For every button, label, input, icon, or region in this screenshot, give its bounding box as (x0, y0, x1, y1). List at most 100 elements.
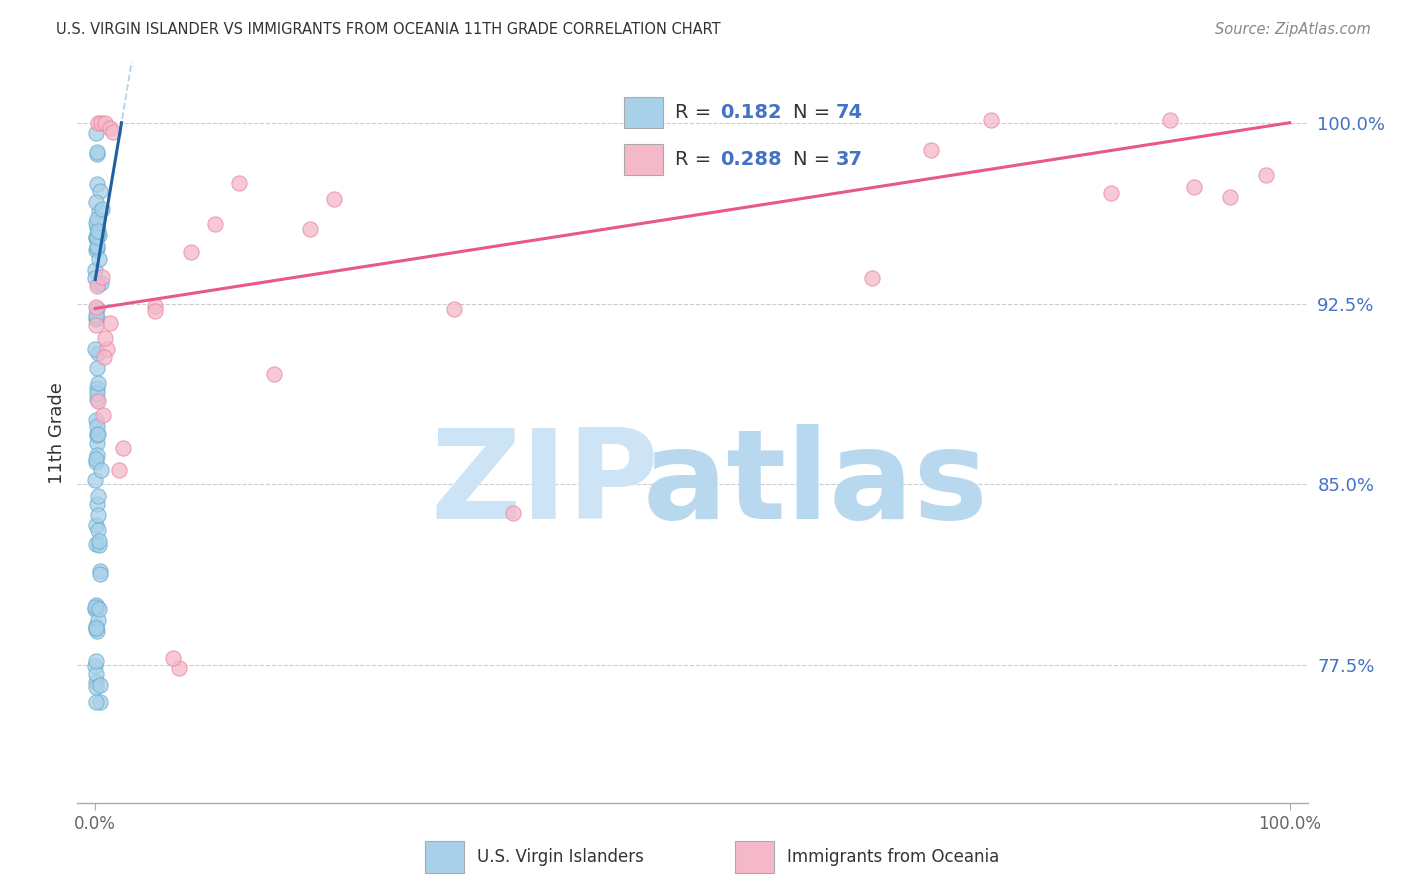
Point (180, 244, 202, 259)
Point (87, 346, 110, 360)
Point (86, 224, 108, 238)
Point (101, 125, 124, 139)
Point (108, 463, 131, 477)
Point (86, 311, 108, 326)
Point (87, 393, 110, 408)
Point (84, 244, 107, 258)
FancyBboxPatch shape (425, 841, 464, 873)
FancyBboxPatch shape (624, 145, 664, 175)
Point (84, 230, 107, 244)
Text: N =: N = (793, 150, 837, 169)
Point (84, 666, 107, 681)
Point (84, 342, 107, 356)
Point (84, 271, 107, 285)
Text: U.S. Virgin Islanders: U.S. Virgin Islanders (477, 848, 644, 866)
Point (86, 426, 108, 441)
Point (323, 192, 346, 206)
Point (86, 178, 108, 192)
Point (89, 567, 111, 582)
Point (96, 343, 118, 357)
Point (86, 497, 108, 511)
Point (89, 184, 111, 198)
Point (86, 239, 108, 253)
Point (86, 599, 108, 614)
Point (86, 448, 108, 462)
Text: Immigrants from Oceania: Immigrants from Oceania (787, 848, 1000, 866)
Point (860, 271, 883, 285)
Text: R =: R = (675, 150, 717, 169)
Point (143, 299, 166, 313)
Point (87, 533, 110, 548)
Point (84, 658, 107, 673)
Point (86, 624, 108, 638)
FancyBboxPatch shape (735, 841, 775, 873)
Point (86, 523, 108, 537)
Point (86, 302, 108, 317)
Text: 0.182: 0.182 (720, 103, 782, 122)
Point (86, 517, 108, 532)
Point (86, 301, 108, 315)
Point (84, 195, 107, 210)
Point (93, 350, 115, 364)
Point (86, 419, 108, 434)
Text: 37: 37 (835, 150, 862, 169)
Point (84, 602, 107, 616)
Point (89, 678, 111, 692)
Point (90, 276, 112, 290)
Point (100, 316, 122, 330)
Text: 0.288: 0.288 (720, 150, 782, 169)
Point (143, 303, 166, 318)
Point (86, 413, 108, 427)
Point (86, 230, 108, 244)
Point (86, 308, 108, 322)
FancyBboxPatch shape (624, 97, 664, 128)
Text: N =: N = (793, 103, 837, 122)
Point (89, 204, 111, 219)
Point (86, 221, 108, 235)
Point (980, 113, 1002, 128)
Point (94, 116, 117, 130)
Point (90, 463, 112, 477)
Point (86, 376, 108, 390)
Point (1254, 169, 1277, 183)
Point (84, 653, 107, 667)
Point (84, 230, 107, 244)
Point (86, 385, 108, 400)
Point (87, 277, 110, 292)
Point (86, 619, 108, 633)
Point (86, 278, 108, 293)
Point (87, 489, 110, 503)
Point (1099, 186, 1122, 200)
Point (87, 426, 110, 441)
Point (167, 661, 190, 675)
Point (84, 126, 107, 140)
Point (502, 507, 524, 521)
Text: Source: ZipAtlas.com: Source: ZipAtlas.com (1215, 22, 1371, 37)
Point (86, 361, 108, 376)
Point (1159, 113, 1181, 128)
Point (86, 435, 108, 450)
Point (263, 368, 285, 382)
Point (87, 508, 110, 523)
Point (86, 211, 108, 226)
Point (86, 598, 108, 612)
Point (87, 538, 110, 552)
Point (91, 270, 114, 285)
Point (228, 176, 250, 190)
Point (84, 455, 107, 469)
Point (1219, 189, 1241, 203)
Point (86, 381, 108, 395)
Point (84, 622, 107, 636)
Point (1182, 179, 1205, 194)
Point (84, 473, 107, 487)
Point (84, 600, 107, 615)
Point (87, 613, 110, 627)
Point (84, 694, 107, 708)
Text: R =: R = (675, 103, 717, 122)
Point (84, 680, 107, 694)
Point (90, 116, 112, 130)
Point (204, 217, 226, 231)
Point (86, 145, 108, 160)
Point (162, 651, 184, 665)
Point (89, 695, 111, 709)
